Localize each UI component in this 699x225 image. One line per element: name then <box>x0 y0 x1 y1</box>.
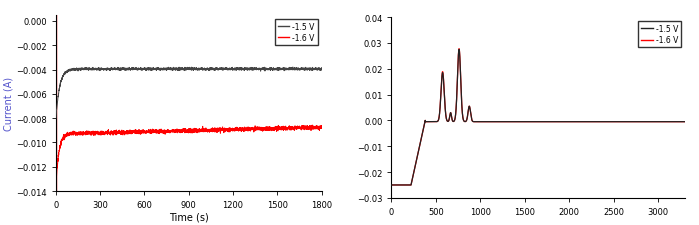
X-axis label: Time (s): Time (s) <box>169 212 208 222</box>
Legend: -1.5 V, -1.6 V: -1.5 V, -1.6 V <box>275 20 318 46</box>
Legend: -1.5 V, -1.6 V: -1.5 V, -1.6 V <box>638 22 682 48</box>
Y-axis label: Current (A): Current (A) <box>3 76 13 130</box>
